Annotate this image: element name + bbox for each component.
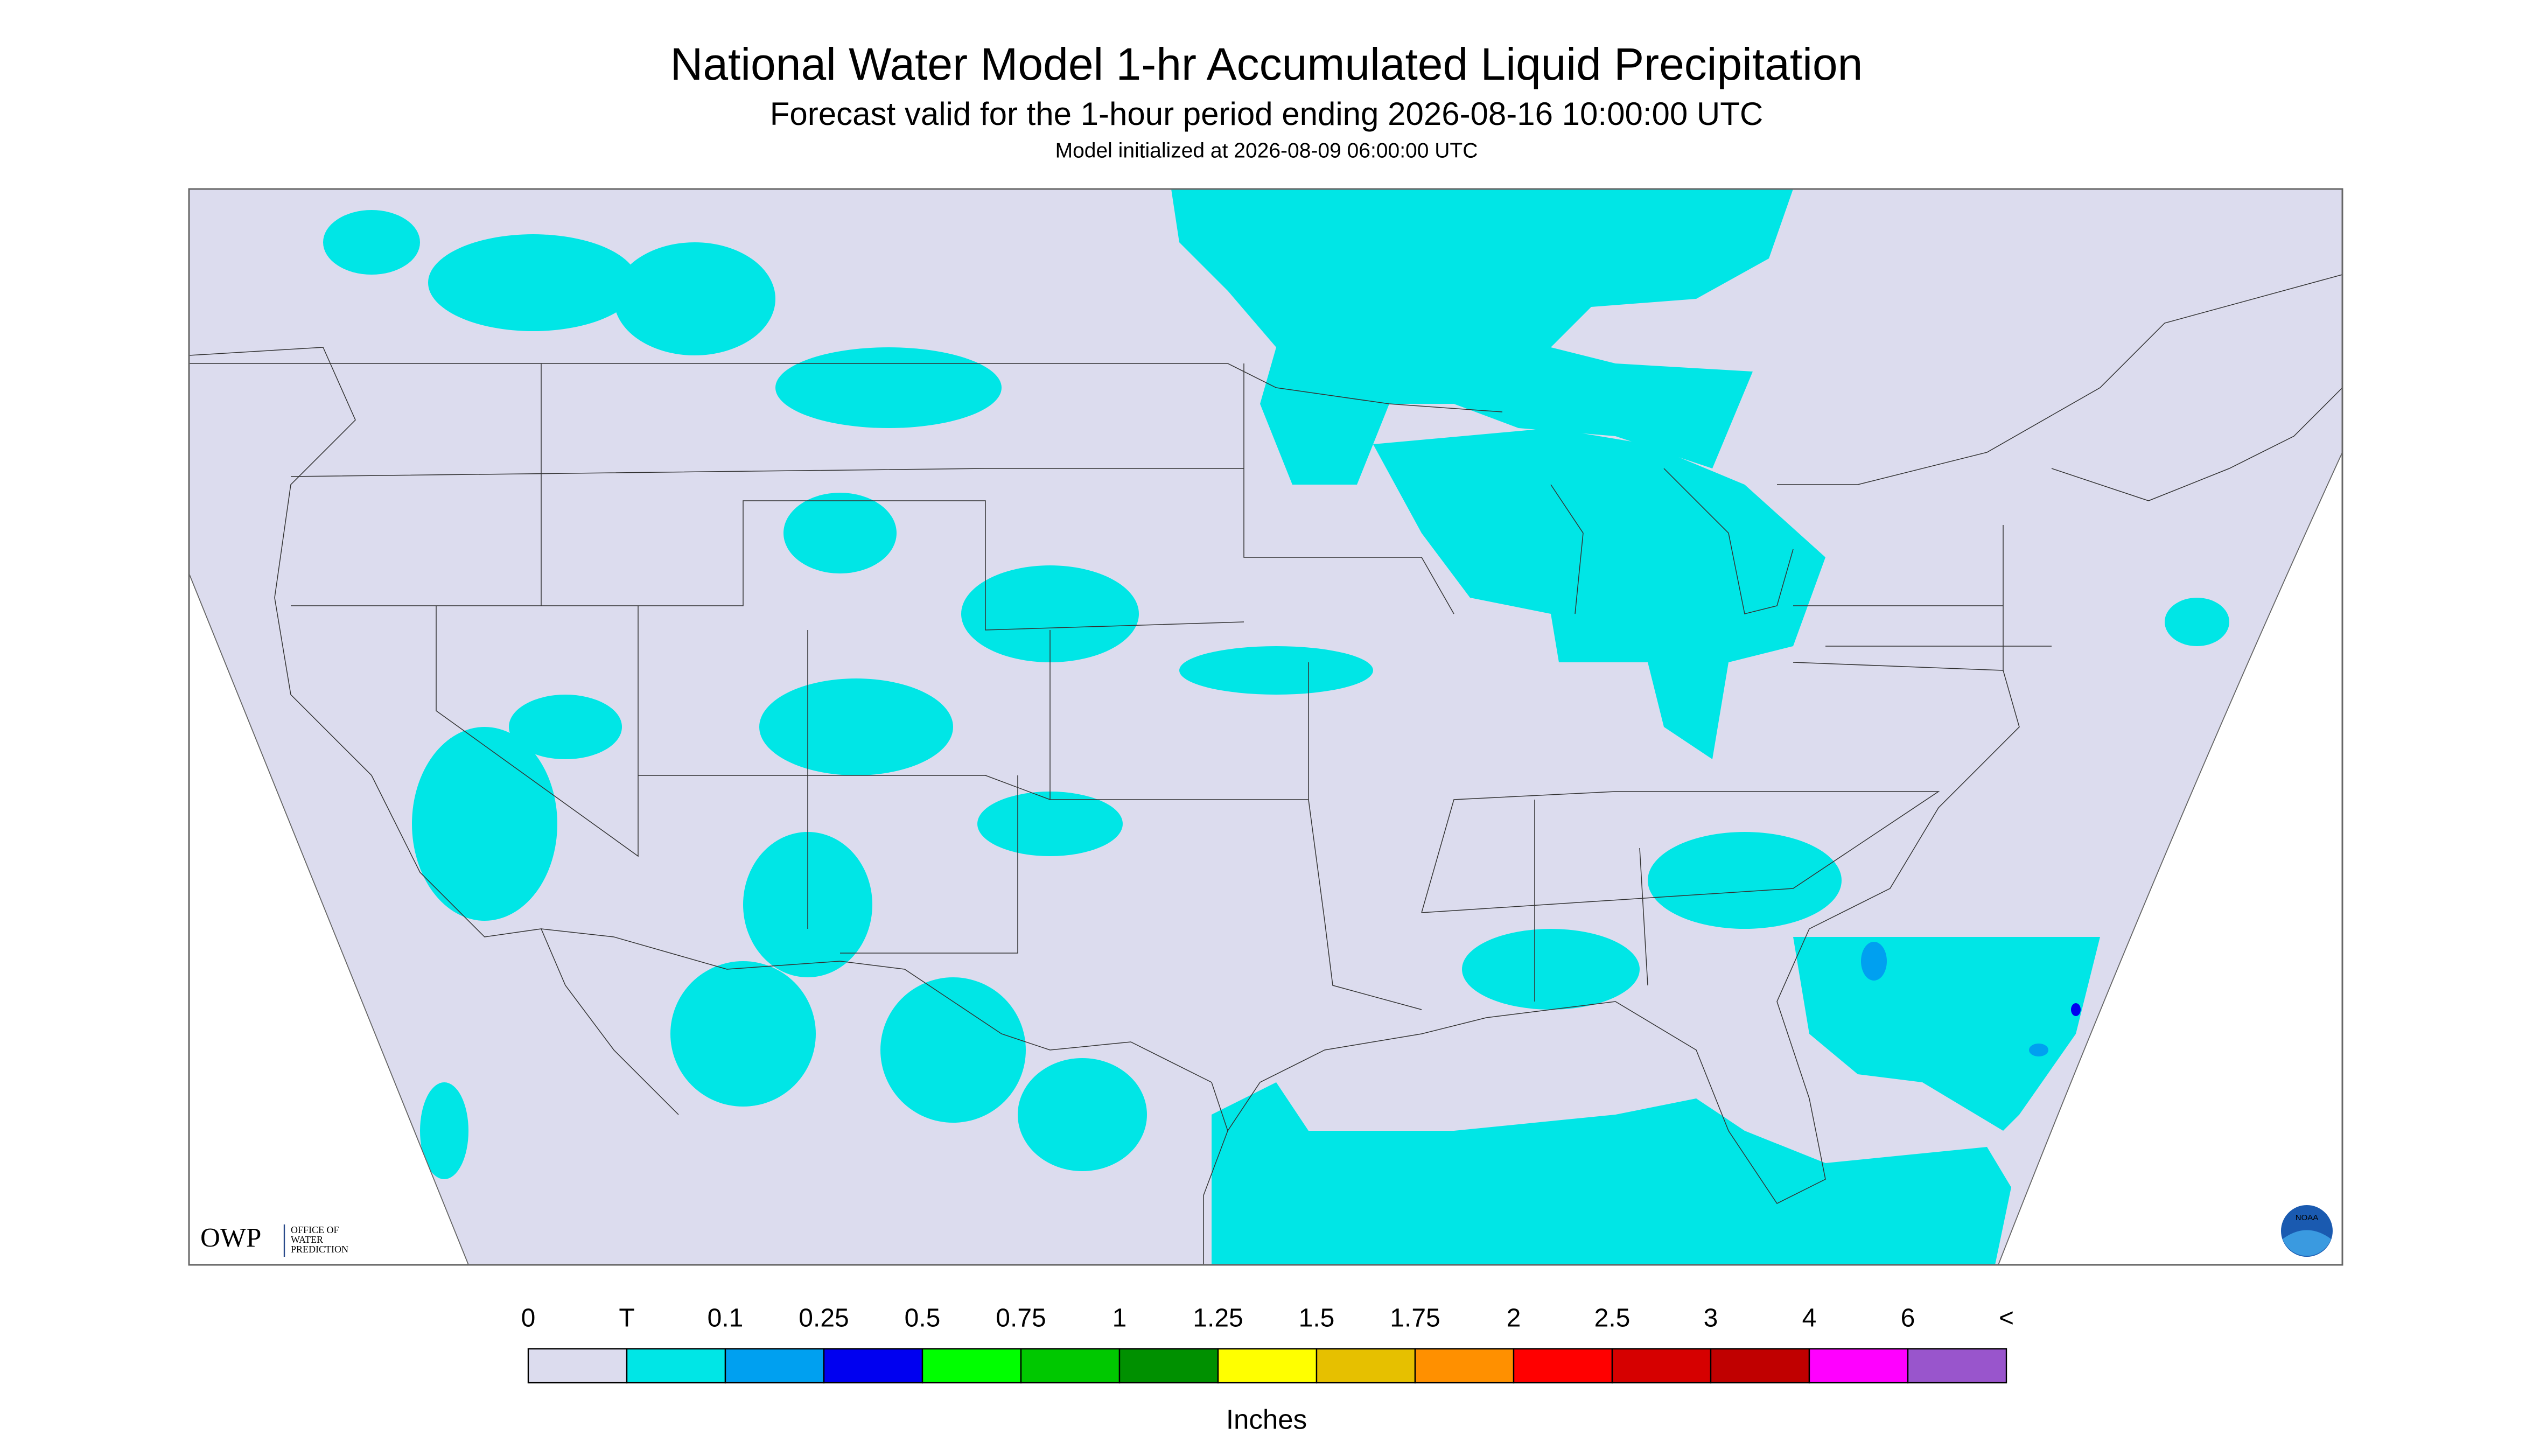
precip-area [428, 234, 638, 332]
precip-area [670, 961, 816, 1107]
owp-logo-small: WATER [291, 1234, 323, 1245]
precip-area [775, 347, 1002, 429]
legend-swatch [724, 1348, 825, 1384]
precip-area [961, 565, 1139, 663]
precip-area [759, 678, 953, 776]
precip-area [1018, 1058, 1147, 1172]
legend-label: 1.5 [1299, 1304, 1335, 1333]
outside-domain [189, 189, 468, 1265]
map: OWP OFFICE OF WATER PREDICTION NOAA [188, 188, 2343, 1266]
outside-domain [1998, 189, 2342, 1265]
boundaries [188, 274, 2343, 1265]
precip-area [2071, 1003, 2081, 1017]
legend-label: 3 [1704, 1304, 1718, 1333]
legend: 0 T 0.1 0.25 0.5 0.75 1 1.25 1.5 1.75 2 2.5 3 4 6 < [521, 1304, 2014, 1384]
legend-label: 1 [1112, 1304, 1127, 1333]
legend-label: 6 [1901, 1304, 1915, 1333]
legend-swatch [1611, 1348, 1712, 1384]
precip-area [323, 210, 420, 275]
precip-area [1171, 189, 1793, 485]
legend-label: 0 [521, 1304, 536, 1333]
legend-swatch [527, 1348, 628, 1384]
legend-swatch [1808, 1348, 1909, 1384]
precip-area [509, 695, 622, 760]
legend-label: 0.25 [799, 1304, 849, 1333]
owp-logo: OWP OFFICE OF WATER PREDICTION [200, 1223, 348, 1257]
legend-label: 4 [1802, 1304, 1817, 1333]
legend-swatch [1414, 1348, 1515, 1384]
legend-swatch [823, 1348, 923, 1384]
legend-swatch [1217, 1348, 1318, 1384]
legend-swatch [1513, 1348, 1613, 1384]
precip-area [1212, 1082, 2011, 1265]
title: National Water Model 1-hr Accumulated Li… [670, 39, 1863, 89]
precip-area [783, 493, 897, 574]
precip-area [1373, 428, 1825, 760]
legend-label: 2 [1507, 1304, 1521, 1333]
map-frame [188, 188, 2343, 1266]
legend-label: 0.5 [905, 1304, 941, 1333]
precip-area [977, 792, 1123, 857]
precip-area [1861, 942, 1887, 981]
legend-swatch [1710, 1348, 1810, 1384]
legend-label: < [1999, 1304, 2014, 1333]
legend-label: 2.5 [1594, 1304, 1631, 1333]
legend-label: 0.1 [708, 1304, 744, 1333]
precip-area [412, 727, 557, 921]
legend-unit: Inches [1226, 1404, 1307, 1434]
precip-area [420, 1082, 468, 1180]
legend-swatch [1020, 1348, 1121, 1384]
precip-area [1648, 832, 1842, 929]
owp-logo-small: PREDICTION [291, 1244, 348, 1255]
legend-label: T [619, 1304, 634, 1333]
domain-edge [188, 452, 2343, 1265]
owp-logo-text: OWP [200, 1223, 261, 1254]
precip-area [2029, 1044, 2048, 1057]
precip-area [1462, 929, 1640, 1010]
noaa-logo: NOAA [2281, 1205, 2333, 1257]
legend-swatch [626, 1348, 726, 1384]
legend-swatch [1118, 1348, 1219, 1384]
precip-area [880, 977, 1026, 1123]
noaa-wave [2283, 1230, 2331, 1256]
precip-area [1793, 937, 2100, 1131]
precip-area [614, 242, 775, 356]
owp-logo-small: OFFICE OF [291, 1224, 339, 1235]
legend-label: 0.75 [996, 1304, 1046, 1333]
subtitle: Forecast valid for the 1-hour period end… [770, 96, 1763, 132]
heavier-precip [1861, 942, 2081, 1057]
legend-label: 1.25 [1193, 1304, 1243, 1333]
legend-swatch [1316, 1348, 1416, 1384]
noaa-text: NOAA [2296, 1213, 2319, 1222]
legend-swatch [1907, 1348, 2007, 1384]
precip-area [2165, 598, 2229, 647]
legend-swatch [921, 1348, 1022, 1384]
init-time: Model initialized at 2026-08-09 06:00:00… [1055, 139, 1478, 162]
legend-label: 1.75 [1390, 1304, 1440, 1333]
precip-area [1179, 646, 1373, 695]
